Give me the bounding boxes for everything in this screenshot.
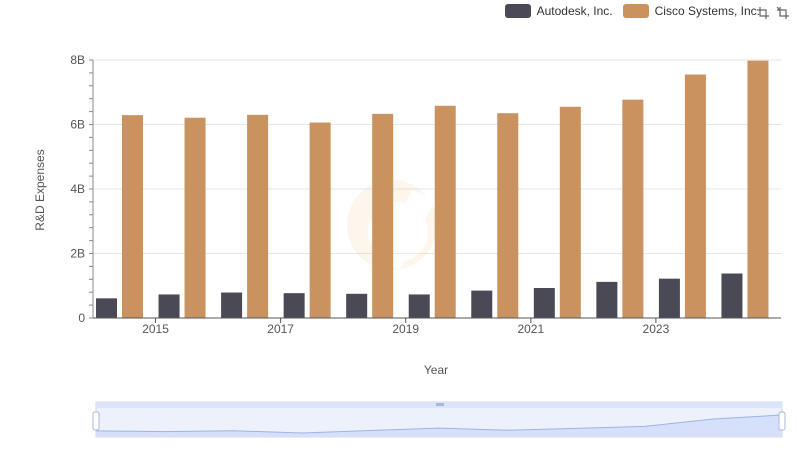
y-tick-label: 4B (70, 182, 85, 196)
bar-autodesk-2019[interactable] (408, 294, 430, 318)
y-axis-label: R&D Expenses (33, 149, 47, 230)
bar-cisco-2020[interactable] (497, 113, 519, 319)
bar-autodesk-2016[interactable] (221, 292, 243, 318)
x-tick-label: 2021 (517, 322, 544, 336)
bar-cisco-2018[interactable] (372, 113, 394, 318)
bar-cisco-2021[interactable] (559, 106, 581, 318)
bars (96, 60, 769, 319)
zoom-reset-icon[interactable] (776, 6, 790, 20)
legend-label-autodesk: Autodesk, Inc. (536, 4, 613, 18)
bar-cisco-2019[interactable] (434, 105, 456, 318)
legend-item-cisco[interactable]: Cisco Systems, Inc. (622, 4, 760, 18)
y-tick-label: 0 (78, 311, 85, 325)
bar-cisco-2023[interactable] (684, 74, 706, 318)
legend: Autodesk, Inc. Cisco Systems, Inc. (504, 4, 760, 18)
legend-swatch-autodesk (504, 4, 531, 18)
bar-cisco-2024[interactable] (747, 60, 769, 319)
slider-handle-left[interactable] (92, 411, 100, 431)
slider-handle-right[interactable] (778, 411, 786, 431)
zoom-icon[interactable] (756, 6, 770, 20)
bar-autodesk-2024[interactable] (721, 273, 743, 318)
y-tick-label: 6B (70, 118, 85, 132)
legend-swatch-cisco (622, 4, 649, 18)
x-tick-label: 2019 (392, 322, 419, 336)
bar-autodesk-2014[interactable] (96, 298, 117, 318)
bar-cisco-2015[interactable] (184, 117, 206, 318)
bar-autodesk-2023[interactable] (658, 278, 680, 318)
x-axis-label: Year (424, 363, 448, 377)
bar-cisco-2016[interactable] (247, 114, 269, 318)
y-tick-label: 8B (70, 53, 85, 67)
slider-preview-line (95, 414, 783, 434)
x-tick-label: 2017 (267, 322, 294, 336)
bar-autodesk-2022[interactable] (596, 281, 618, 318)
bar-autodesk-2015[interactable] (158, 294, 180, 318)
y-tick-label: 2B (70, 247, 85, 261)
bar-autodesk-2017[interactable] (283, 293, 305, 318)
slider-grip[interactable] (436, 403, 444, 406)
x-tick-label: 2015 (142, 322, 169, 336)
bar-cisco-2022[interactable] (622, 99, 644, 318)
legend-item-autodesk[interactable]: Autodesk, Inc. (504, 4, 613, 18)
legend-label-cisco: Cisco Systems, Inc. (654, 4, 760, 18)
axes: 0 2B 4B 6B 8B 2015 2017 2019 2021 2023 (70, 53, 781, 336)
data-zoom-slider[interactable] (92, 401, 786, 438)
slider-preview-area (96, 415, 782, 437)
bar-autodesk-2020[interactable] (471, 290, 493, 318)
bar-autodesk-2018[interactable] (346, 293, 368, 318)
bar-autodesk-2021[interactable] (533, 288, 555, 318)
x-tick-label: 2023 (643, 322, 670, 336)
toolbox (756, 6, 790, 20)
bar-cisco-2014[interactable] (122, 115, 143, 319)
bar-cisco-2017[interactable] (309, 122, 331, 318)
